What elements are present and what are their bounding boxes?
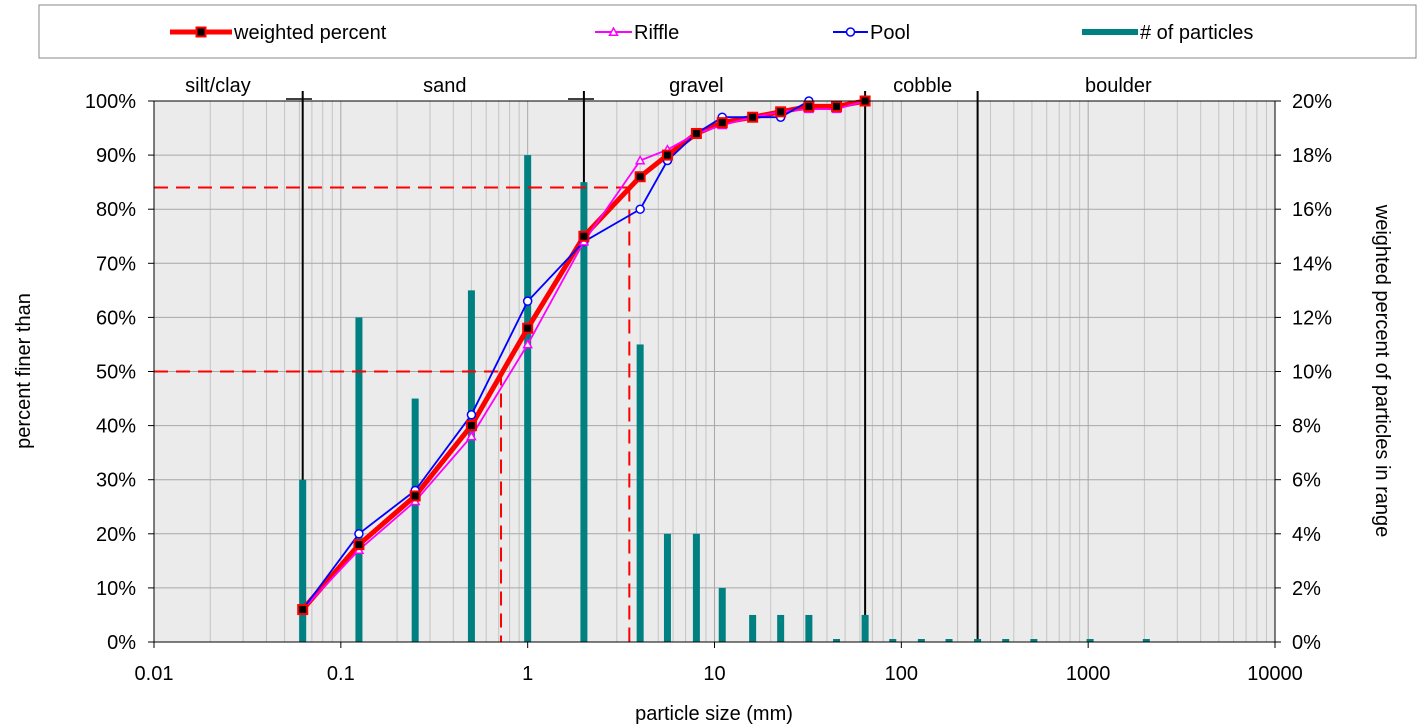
particle-bar (749, 614, 757, 642)
y-tick-label: 50% (96, 362, 136, 384)
particle-bar (1086, 639, 1094, 642)
x-tick-label: 1 (522, 663, 533, 685)
y-tick-label: 40% (96, 416, 136, 438)
particle-bars (299, 155, 1150, 642)
data-point (522, 296, 533, 306)
size-class-label: silt/clay (185, 75, 251, 97)
axes: 0.01 0.1 1 10 100 1000 10000 0% 10% 20% 30% 40% 50% 6… (85, 91, 1332, 685)
data-point (354, 529, 364, 539)
y2-tick-label: 2% (1292, 578, 1321, 600)
reference-lines (154, 186, 631, 642)
particle-bar (917, 639, 925, 642)
size-class-labels: silt/clay sand gravel cobble boulder (185, 75, 1152, 97)
data-point (466, 430, 477, 441)
y2-tick-label: 16% (1292, 199, 1332, 221)
data-point (747, 111, 759, 123)
y2-tick-label: 8% (1292, 416, 1321, 438)
particle-bar (580, 182, 588, 642)
data-point (634, 154, 646, 165)
series-lines (297, 95, 871, 616)
particle-bar (524, 155, 532, 642)
data-point (353, 539, 365, 551)
x-tick-label: 0.1 (327, 663, 355, 685)
legend-label: weighted percent (233, 22, 387, 44)
x-tick-label: 100 (885, 663, 918, 685)
data-point (522, 322, 534, 334)
data-point (195, 26, 207, 38)
data-point (409, 490, 421, 502)
data-point (845, 27, 856, 37)
y2-tick-label: 0% (1292, 632, 1321, 654)
legend-label: Riffle (634, 22, 679, 44)
legend: weighted percent Riffle Pool # of particles (38, 4, 1417, 59)
y-tick-label: 10% (96, 578, 136, 600)
y2-tick-label: 6% (1292, 470, 1321, 492)
data-point (522, 338, 533, 349)
particle-bar (974, 639, 982, 642)
data-point (690, 127, 702, 139)
data-point (831, 100, 843, 112)
y-tick-label: 30% (96, 470, 136, 492)
particle-bar (355, 317, 363, 642)
x-tick-label: 10 (703, 663, 725, 685)
x-axis-label: particle size (mm) (635, 703, 793, 725)
y2-tick-label: 18% (1292, 145, 1332, 167)
data-point (716, 117, 728, 129)
particle-bar (1142, 639, 1150, 642)
y-tick-label: 0% (107, 632, 136, 654)
data-point (635, 204, 645, 214)
y2-tick-label: 20% (1292, 91, 1332, 113)
particle-bar (833, 639, 841, 642)
particle-bar (467, 290, 475, 642)
data-point (661, 149, 673, 161)
particle-bar (692, 533, 700, 642)
legend-label: # of particles (1140, 22, 1253, 44)
x-tick-label: 1000 (1066, 663, 1111, 685)
y-axis-label: percent finer than (13, 293, 35, 449)
particle-bar (945, 639, 953, 642)
y-tick-label: 90% (96, 145, 136, 167)
data-point (466, 410, 477, 420)
size-class-label: boulder (1085, 75, 1152, 97)
size-class-label: sand (423, 75, 466, 97)
particle-bar (411, 398, 419, 642)
y-tick-label: 20% (96, 524, 136, 546)
y2-tick-label: 14% (1292, 253, 1332, 275)
y-tick-label: 100% (85, 91, 136, 113)
y-tick-label: 60% (96, 307, 136, 329)
data-point (297, 604, 309, 616)
data-point (578, 230, 590, 242)
x-tick-label: 0.01 (135, 663, 174, 685)
legend-label: Pool (870, 22, 910, 44)
particle-bar (889, 639, 897, 642)
data-point (465, 420, 477, 432)
particle-bar (663, 533, 671, 642)
size-class-label: gravel (669, 75, 723, 97)
y-tick-label: 80% (96, 199, 136, 221)
particle-bar (299, 479, 307, 642)
y2-tick-label: 4% (1292, 524, 1321, 546)
y-tick-label: 70% (96, 253, 136, 275)
particle-bar (718, 587, 726, 642)
data-point (634, 171, 646, 183)
data-point (775, 106, 787, 118)
y2-tick-label: 10% (1292, 362, 1332, 384)
particle-bar (636, 344, 644, 642)
particle-bar (1030, 639, 1038, 642)
size-class-label: cobble (893, 75, 952, 97)
particle-bar (1002, 639, 1010, 642)
legend-box (38, 4, 1417, 59)
data-point (608, 26, 619, 36)
particle-bar (861, 614, 869, 642)
particle-bar (777, 614, 785, 642)
y2-axis-label: weighted percent of particles in range (1371, 204, 1393, 537)
x-tick-label: 10000 (1247, 663, 1303, 685)
y2-tick-label: 12% (1292, 307, 1332, 329)
data-point (803, 100, 815, 112)
particle-bar (805, 614, 813, 642)
